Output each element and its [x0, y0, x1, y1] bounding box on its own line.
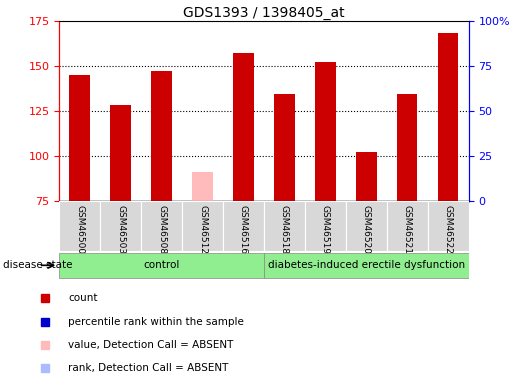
- Bar: [141, 201, 182, 251]
- Text: GSM46500: GSM46500: [75, 205, 84, 254]
- Bar: [274, 94, 295, 201]
- Text: disease state: disease state: [3, 260, 72, 270]
- Text: GSM46522: GSM46522: [444, 205, 453, 254]
- Bar: [397, 94, 418, 201]
- Title: GDS1393 / 1398405_at: GDS1393 / 1398405_at: [183, 6, 345, 20]
- Bar: [100, 201, 141, 251]
- Bar: [387, 201, 427, 251]
- Bar: [356, 152, 376, 201]
- Bar: [70, 75, 90, 201]
- Bar: [151, 71, 172, 201]
- Bar: [264, 253, 469, 278]
- Bar: [315, 62, 336, 201]
- Text: control: control: [143, 260, 180, 270]
- Bar: [438, 33, 458, 201]
- Bar: [346, 201, 387, 251]
- Bar: [223, 201, 264, 251]
- Text: value, Detection Call = ABSENT: value, Detection Call = ABSENT: [68, 340, 234, 350]
- Text: GSM46520: GSM46520: [362, 205, 371, 254]
- Text: GSM46503: GSM46503: [116, 205, 125, 254]
- Bar: [110, 105, 131, 201]
- Bar: [233, 53, 254, 201]
- Bar: [192, 172, 213, 201]
- Bar: [427, 201, 469, 251]
- Text: percentile rank within the sample: percentile rank within the sample: [68, 316, 244, 327]
- Bar: [264, 201, 305, 251]
- Text: rank, Detection Call = ABSENT: rank, Detection Call = ABSENT: [68, 363, 229, 374]
- Bar: [59, 201, 100, 251]
- Text: GSM46516: GSM46516: [239, 205, 248, 254]
- Text: GSM46519: GSM46519: [321, 205, 330, 254]
- Text: GSM46518: GSM46518: [280, 205, 289, 254]
- Text: diabetes-induced erectile dysfunction: diabetes-induced erectile dysfunction: [268, 260, 465, 270]
- Text: GSM46508: GSM46508: [157, 205, 166, 254]
- Text: count: count: [68, 293, 98, 303]
- Bar: [59, 253, 264, 278]
- Text: GSM46521: GSM46521: [403, 205, 411, 254]
- Bar: [305, 201, 346, 251]
- Text: GSM46512: GSM46512: [198, 205, 207, 254]
- Bar: [182, 201, 223, 251]
